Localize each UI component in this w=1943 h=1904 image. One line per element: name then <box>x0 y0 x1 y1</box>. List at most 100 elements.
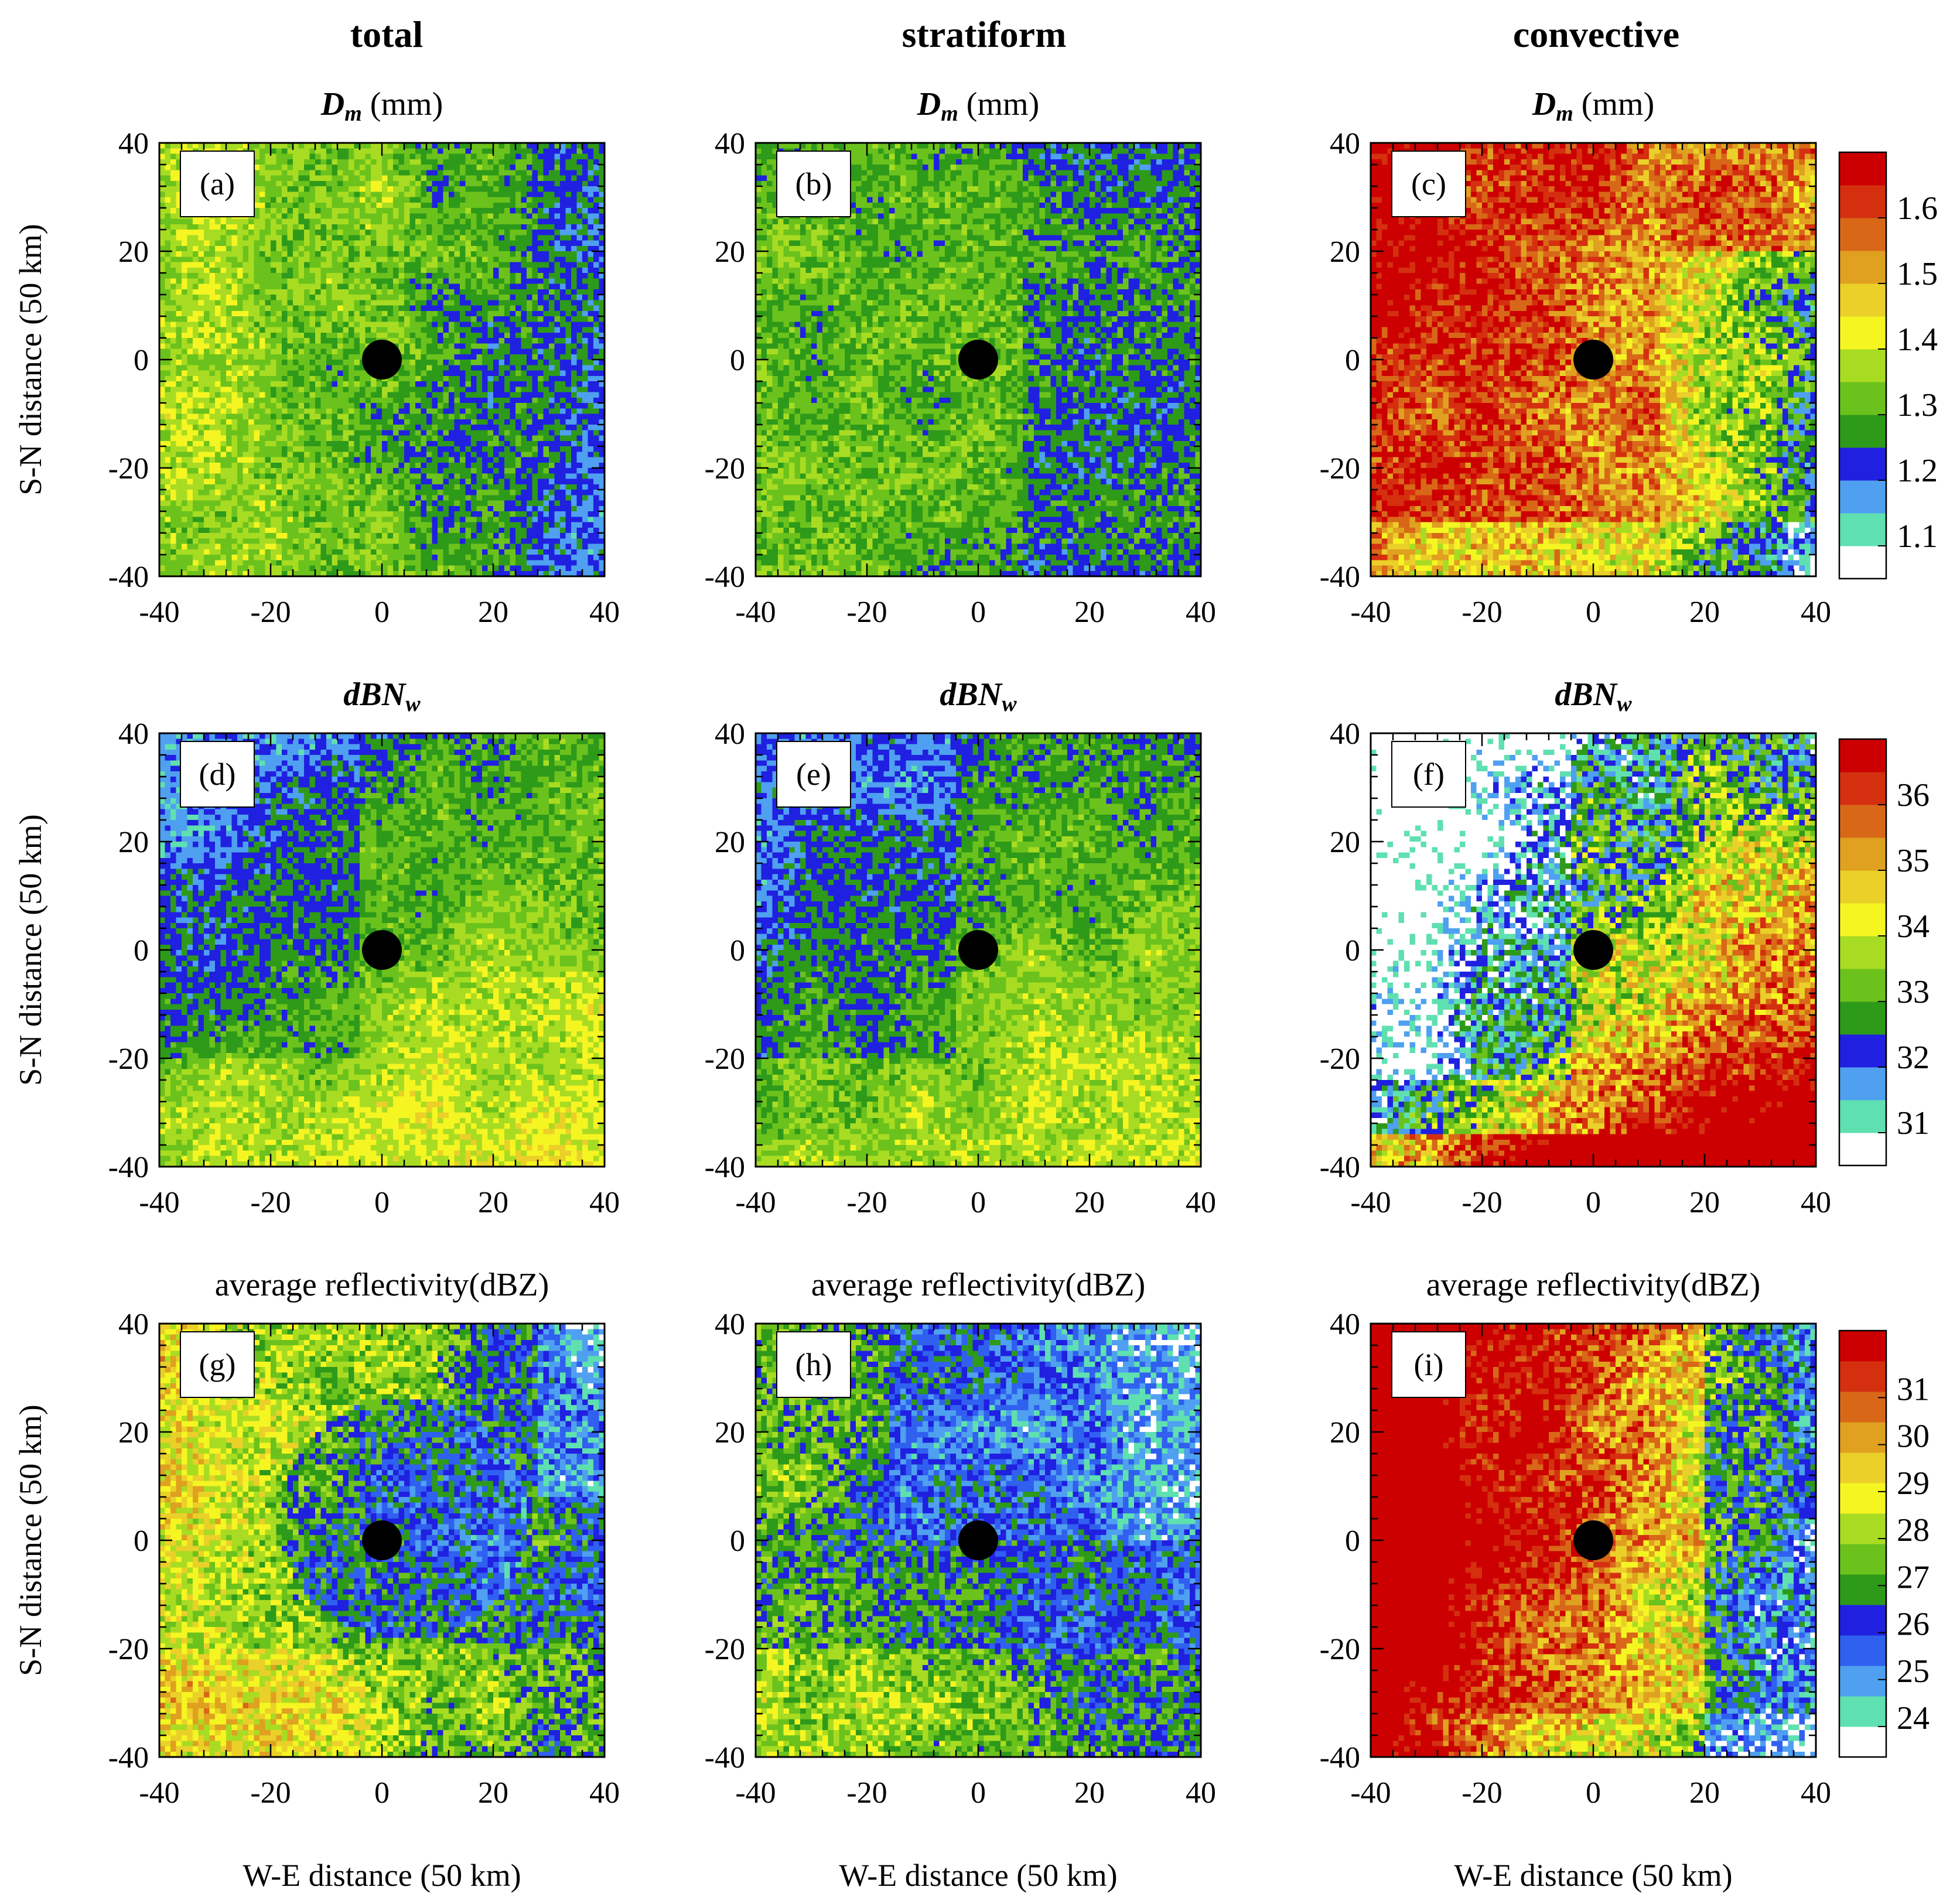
heatmap-cell <box>182 381 187 387</box>
heatmap-cell <box>170 381 176 387</box>
heatmap-cell <box>187 333 193 339</box>
heatmap-cell <box>176 506 182 512</box>
heatmap-cell <box>182 479 187 485</box>
heatmap-cell <box>165 387 171 392</box>
heatmap-cell <box>187 484 193 490</box>
heatmap-cell <box>170 468 176 474</box>
heatmap-cell <box>159 392 165 398</box>
heatmap-cell <box>182 408 187 414</box>
heatmap-cell <box>170 490 176 495</box>
heatmap-cell <box>193 354 199 360</box>
heatmap-cell <box>165 533 171 539</box>
heatmap-cell <box>182 414 187 420</box>
heatmap-cell <box>170 403 176 409</box>
heatmap-cell <box>170 414 176 420</box>
heatmap-cell <box>159 560 165 566</box>
heatmap-cell <box>176 463 182 469</box>
heatmap-cell <box>193 311 199 317</box>
heatmap-cell <box>193 230 199 235</box>
heatmap-cell <box>170 365 176 371</box>
heatmap-cell <box>182 235 187 241</box>
heatmap-cell <box>165 517 171 522</box>
heatmap-cell <box>182 549 187 555</box>
heatmap-cell <box>170 289 176 295</box>
heatmap-cell <box>176 284 182 290</box>
heatmap-cell <box>159 349 165 355</box>
heatmap-cell <box>182 501 187 507</box>
heatmap-cell <box>187 278 193 284</box>
heatmap-cell <box>159 165 165 170</box>
heatmap-cell <box>176 241 182 247</box>
heatmap-cell <box>170 555 176 560</box>
heatmap-cell <box>182 333 187 339</box>
heatmap-cell <box>165 457 171 463</box>
heatmap-cell <box>170 306 176 312</box>
heatmap-cell <box>182 398 187 404</box>
heatmap-cell <box>165 522 171 528</box>
heatmap-cell <box>187 268 193 274</box>
heatmap-cell <box>182 322 187 327</box>
heatmap-cell <box>176 484 182 490</box>
heatmap-cell <box>182 257 187 262</box>
heatmap-cell <box>170 300 176 306</box>
heatmap-cell <box>159 262 165 268</box>
heatmap-cell <box>176 528 182 534</box>
heatmap-cell <box>165 430 171 436</box>
heatmap-cell <box>165 538 171 544</box>
heatmap-cell <box>165 371 171 377</box>
heatmap-cell <box>165 192 171 197</box>
heatmap-cell <box>170 446 176 452</box>
heatmap-cell <box>170 343 176 349</box>
heatmap-cell <box>159 403 165 409</box>
heatmap-cell <box>182 354 187 360</box>
heatmap-cell <box>182 538 187 544</box>
heatmap-cell <box>187 257 193 262</box>
heatmap-cell <box>182 371 187 377</box>
heatmap-cell <box>176 560 182 566</box>
heatmap-cell <box>176 360 182 365</box>
heatmap-cell <box>165 284 171 290</box>
heatmap-cell <box>182 300 187 306</box>
heatmap-cell <box>165 176 171 182</box>
heatmap-cell <box>193 306 199 312</box>
heatmap-cell <box>170 262 176 268</box>
heatmap-cell <box>165 452 171 457</box>
heatmap-cell <box>182 490 187 495</box>
heatmap-cell <box>165 414 171 420</box>
panels-layer: -40 -20 0 20 40-40-2002040(a)Dm (mm)S-N dist… <box>13 86 1831 1893</box>
heatmap-cell <box>170 213 176 219</box>
heatmap-cell <box>176 517 182 522</box>
heatmap-cell <box>159 566 165 572</box>
heatmap-cell <box>176 446 182 452</box>
heatmap-cell <box>170 538 176 544</box>
heatmap-cell <box>176 333 182 339</box>
heatmap-cell <box>176 436 182 442</box>
heatmap-cell <box>187 235 193 241</box>
heatmap-cell <box>165 544 171 550</box>
heatmap-cell <box>165 300 171 306</box>
heatmap-cell <box>170 360 176 365</box>
heatmap-cell <box>170 148 176 154</box>
heatmap-cell <box>165 490 171 495</box>
heatmap-cell <box>187 473 193 479</box>
heatmap-cell <box>182 468 187 474</box>
heatmap-cell <box>193 278 199 284</box>
heatmap-cell <box>165 154 171 160</box>
heatmap-cell <box>187 555 193 560</box>
heatmap-cell <box>176 398 182 404</box>
heatmap-cell <box>159 430 165 436</box>
heatmap-cell <box>176 441 182 447</box>
heatmap-cell <box>182 425 187 430</box>
heatmap-cell <box>176 392 182 398</box>
heatmap-cell <box>187 430 193 436</box>
heatmap-cell <box>187 511 193 517</box>
heatmap-cell <box>187 533 193 539</box>
heatmap-cell <box>182 495 187 501</box>
heatmap-cell <box>193 235 199 241</box>
heatmap-cell <box>187 284 193 290</box>
heatmap-cell <box>165 365 171 371</box>
heatmap-cell <box>165 322 171 327</box>
heatmap-cell <box>187 463 193 469</box>
heatmap-cell <box>159 360 165 365</box>
heatmap-cell <box>159 490 165 495</box>
